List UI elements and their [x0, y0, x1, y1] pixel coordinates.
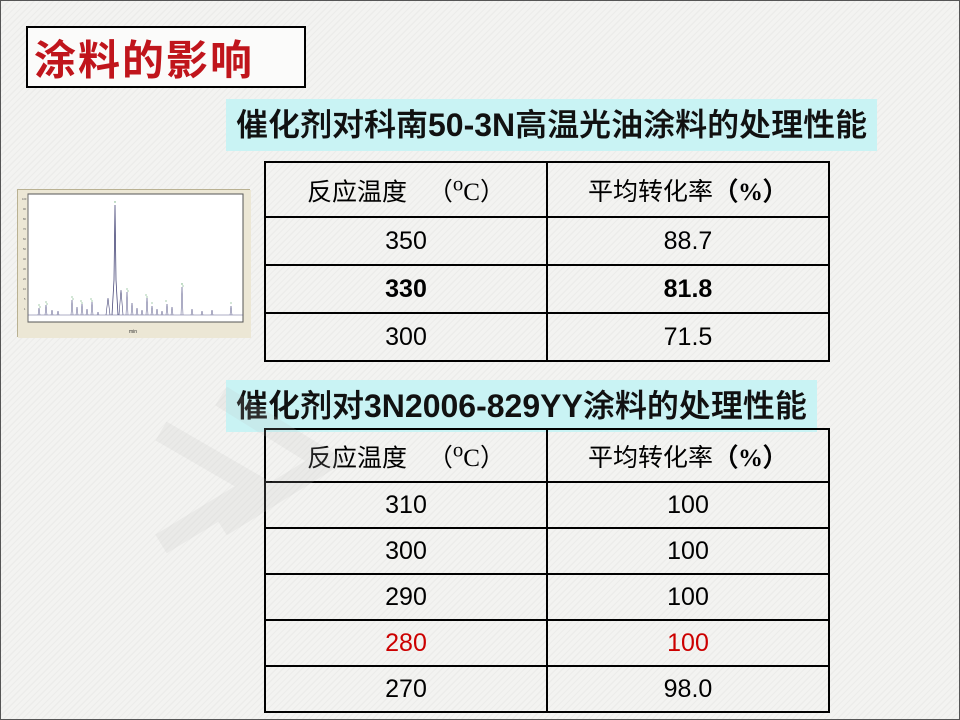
svg-text:min: min — [129, 329, 137, 335]
svg-text:100: 100 — [22, 197, 27, 201]
